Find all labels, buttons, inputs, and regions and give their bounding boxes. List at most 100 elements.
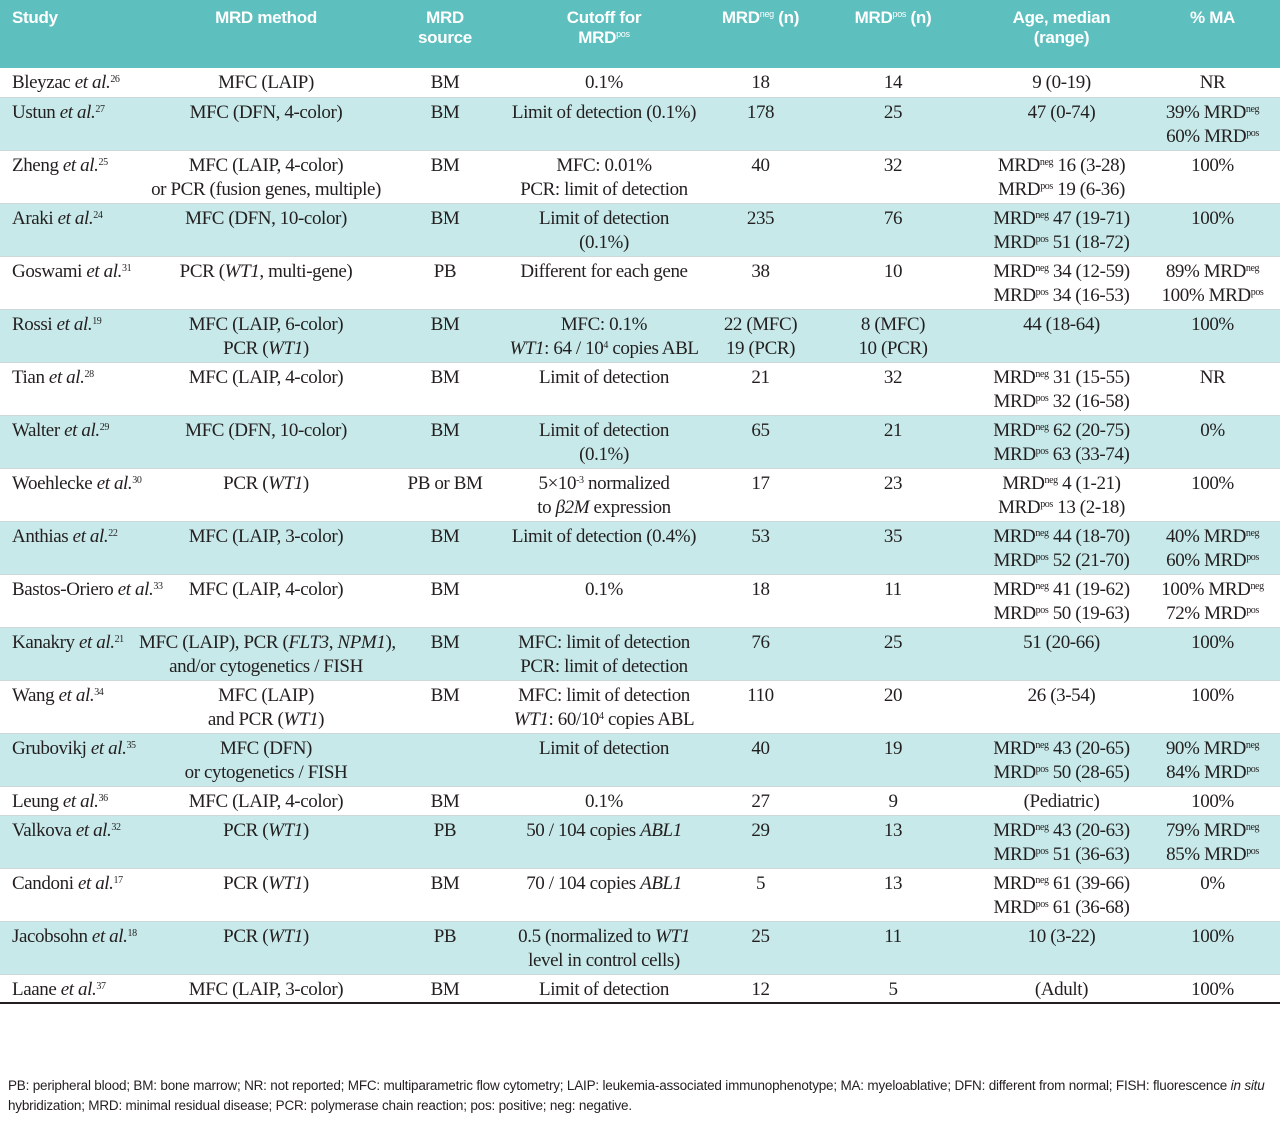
cell-method: PCR (WT1) [137, 920, 395, 974]
cell-mrd-neg-line: 40 [751, 154, 770, 176]
cell-mrd-pos-line: 21 [883, 419, 903, 441]
cell-mrd-pos: 23 [808, 467, 978, 521]
cell-cutoff: 0.1% [495, 573, 713, 627]
cell-age-line: MRDpos 13 (2-18) [998, 497, 1125, 518]
cell-mrd-neg-line: 29 [751, 819, 770, 841]
study-author: Ustun [12, 101, 60, 123]
study-etal: et al. [48, 366, 85, 388]
cell-mrd-neg-line: 12 [751, 978, 770, 1000]
study-author: Zheng [12, 154, 63, 176]
study-author: Grubovikj [12, 737, 91, 759]
cell-ma-line: 39% MRDneg [1165, 101, 1260, 123]
cell-age-line: MRDneg 62 (20-75) [993, 419, 1130, 441]
table-row: Walter et al.29 MFC (DFN, 10-color) BM Limi… [0, 414, 1280, 468]
cell-method-line: and/or cytogenetics / FISH [169, 656, 363, 677]
study-ref: 21 [114, 633, 125, 645]
cell-source: BM [395, 679, 495, 733]
cell-ma: 100% [1145, 920, 1280, 974]
cell-method-line: MFC (LAIP, 6-color) [188, 313, 344, 335]
cell-cutoff-line: MFC: limit of detection [518, 631, 690, 653]
cell-age-line: 9 (0-19) [1032, 72, 1091, 93]
cell-mrd-neg: 25 [713, 920, 808, 974]
cell-study: Grubovikj et al.35 [0, 732, 137, 786]
study-ref: 25 [98, 156, 108, 168]
cell-mrd-pos: 9 [808, 785, 978, 815]
cell-mrd-pos-line: 13 [883, 819, 903, 841]
study-ref: 24 [93, 209, 103, 221]
table-row: Bastos-Oriero et al.33 MFC (LAIP, 4-color… [0, 573, 1280, 627]
cell-age: MRDneg 62 (20-75) MRDpos 63 (33-74) [978, 414, 1145, 468]
cell-age: 47 (0-74) [978, 96, 1145, 150]
study-etal: et al. [60, 978, 97, 1000]
cell-ma: 39% MRDneg 60% MRDpos [1145, 96, 1280, 150]
cell-cutoff-line: (0.1%) [579, 444, 629, 465]
study-etal: et al. [56, 313, 93, 335]
study-etal: et al. [64, 419, 100, 441]
cell-mrd-neg: 12 [713, 973, 808, 1004]
cell-age-line: MRDneg 34 (12-59) [993, 260, 1130, 282]
cell-method-line: MFC (LAIP), PCR (FLT3, NPM1), [139, 631, 396, 653]
cell-age: 51 (20-66) [978, 626, 1145, 680]
cell-age: MRDneg 43 (20-63) MRDpos 51 (36-63) [978, 814, 1145, 868]
study-etal: et al. [75, 819, 112, 841]
cell-ma-line: 100% [1191, 154, 1234, 176]
cell-source: BM [395, 867, 495, 921]
cell-method-line: MFC (LAIP) [218, 72, 314, 93]
cell-ma-line: 0% [1200, 872, 1225, 894]
cell-age: 9 (0-19) [978, 68, 1145, 97]
table-row: Leung et al.36 MFC (LAIP, 4-color) BM 0.1% 2… [0, 785, 1280, 815]
study-ref: 17 [113, 874, 124, 886]
study-etal: et al. [117, 578, 154, 600]
cutoff-header-line2: MRD [578, 28, 617, 47]
cell-cutoff: 50 / 104 copies ABL1 [495, 814, 713, 868]
cell-cutoff-line: PCR: limit of detection [520, 656, 688, 677]
study-ref: 33 [153, 580, 163, 592]
cell-method: PCR (WT1) [137, 867, 395, 921]
cell-mrd-pos: 11 [808, 920, 978, 974]
cell-method-line: MFC (LAIP) [218, 684, 314, 706]
cell-source: BM [395, 96, 495, 150]
cell-mrd-neg: 18 [713, 573, 808, 627]
table-row: Anthias et al.22 MFC (LAIP, 3-color) BM Lim… [0, 520, 1280, 574]
cell-ma: 100% [1145, 626, 1280, 680]
cell-method: MFC (LAIP) and PCR (WT1) [137, 679, 395, 733]
cell-mrd-pos: 11 [808, 573, 978, 627]
cell-source-line: BM [430, 684, 460, 706]
cell-mrd-pos-line: 5 [888, 978, 898, 1000]
cell-mrd-neg-line: 22 (MFC) [723, 313, 798, 335]
table-row: Ustun et al.27 MFC (DFN, 4-color) BM Limit … [0, 96, 1280, 150]
cell-ma-line: NR [1199, 72, 1226, 93]
cell-cutoff: 0.1% [495, 68, 713, 97]
cell-ma-line: 100% MRDpos [1161, 285, 1264, 306]
cell-mrd-pos: 8 (MFC) 10 (PCR) [808, 308, 978, 362]
cell-age-line: 44 (18-64) [1023, 313, 1100, 335]
cell-method: MFC (LAIP, 4-color) or PCR (fusion genes,… [137, 149, 395, 203]
cell-age-line: MRDneg 41 (19-62) [993, 578, 1130, 600]
cell-method-line: MFC (DFN, 10-color) [185, 207, 347, 229]
cell-age: MRDneg 44 (18-70) MRDpos 52 (21-70) [978, 520, 1145, 574]
age-header-line1: Age, median [1012, 8, 1111, 27]
study-ref: 31 [121, 262, 132, 274]
study-etal: et al. [58, 684, 95, 706]
cell-cutoff-line: to β2M expression [537, 497, 671, 518]
cell-study: Kanakry et al.21 [0, 626, 137, 680]
cell-mrd-pos-line: 10 (PCR) [858, 338, 928, 359]
cell-mrd-pos-line: 8 (MFC) [860, 313, 926, 335]
cell-method: MFC (LAIP, 4-color) [137, 785, 395, 815]
mrd-pos-header-tail: (n) [906, 8, 932, 27]
cell-age-line: (Adult) [1034, 978, 1089, 1000]
cell-ma-line: 100% [1191, 631, 1234, 653]
cell-ma: 100% [1145, 467, 1280, 521]
cell-source: BM [395, 520, 495, 574]
cell-cutoff-line: MFC: limit of detection [518, 684, 690, 706]
cell-age-line: MRDneg 61 (39-66) [993, 872, 1130, 894]
cell-method-line: or PCR (fusion genes, multiple) [151, 179, 381, 200]
study-author: Goswami [12, 260, 87, 282]
cell-study: Candoni et al.17 [0, 867, 137, 921]
cell-method-line: PCR (WT1, multi-gene) [179, 260, 353, 282]
cell-age-line: MRDneg 43 (20-63) [993, 819, 1130, 841]
cell-ma: 89% MRDneg 100% MRDpos [1145, 255, 1280, 309]
cell-method-line: PCR (WT1) [223, 472, 309, 494]
cell-mrd-neg-line: 38 [751, 260, 770, 282]
cell-mrd-pos: 21 [808, 414, 978, 468]
